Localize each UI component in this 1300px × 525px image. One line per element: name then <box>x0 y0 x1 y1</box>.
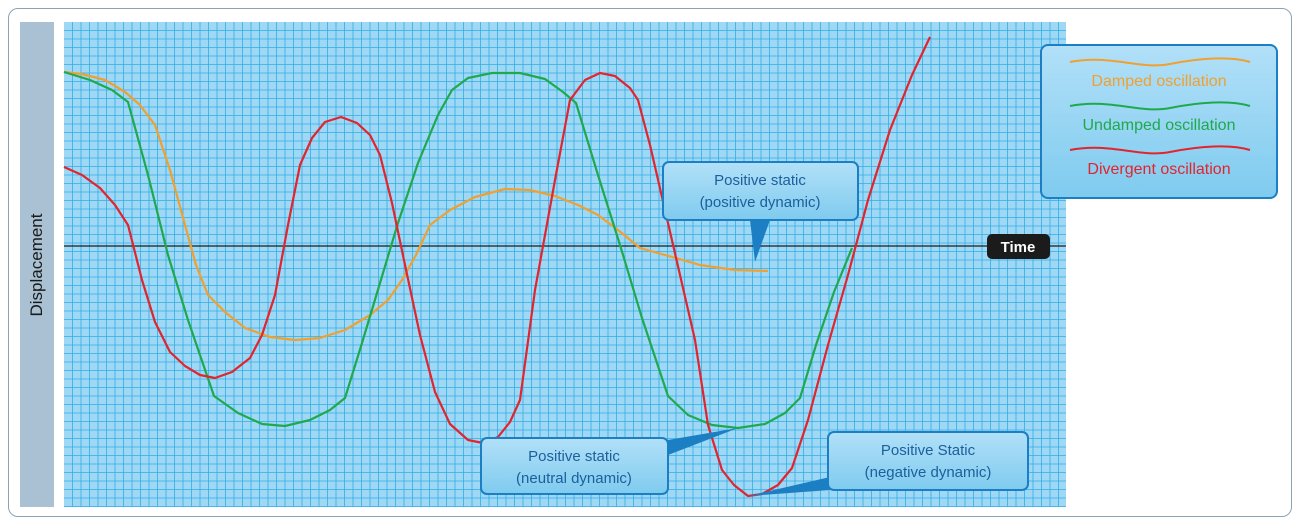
callout-line-2: (neutral dynamic) <box>516 470 632 487</box>
callout-negative-dynamic: Positive Static (negative dynamic) <box>748 431 1029 496</box>
callout-box <box>480 437 669 495</box>
legend-swatch-2 <box>1069 101 1251 111</box>
callout-pointer <box>750 220 770 262</box>
legend-label-2: Undamped oscillation <box>1083 117 1236 134</box>
legend-label-1: Damped oscillation <box>1091 73 1226 90</box>
callout-line-1: Positive static <box>528 448 620 465</box>
callout-box <box>827 431 1029 491</box>
callout-line-1: Positive Static <box>881 442 976 459</box>
callout-neutral-dynamic: Positive static (neutral dynamic) <box>480 428 738 495</box>
x-axis-label: Time <box>1001 239 1036 256</box>
legend-box: Damped oscillation Undamped oscillation Di… <box>1040 44 1278 199</box>
callout-positive-dynamic: Positive static (positive dynamic) <box>662 161 859 262</box>
callout-pointer <box>668 428 738 455</box>
undamped-oscillation-curve <box>63 70 854 430</box>
y-axis-band <box>20 22 54 507</box>
legend-swatch-1 <box>1069 57 1251 67</box>
legend-label-3: Divergent oscillation <box>1087 161 1230 178</box>
callout-box <box>662 161 859 221</box>
callout-line-1: Positive static <box>714 172 806 189</box>
callout-pointer <box>748 477 830 496</box>
callout-line-2: (negative dynamic) <box>865 464 992 481</box>
damped-oscillation-curve <box>63 70 769 342</box>
legend-frame <box>1040 44 1278 199</box>
callout-line-2: (positive dynamic) <box>700 194 821 211</box>
grid-area <box>64 22 1066 507</box>
time-axis-tag: Time <box>987 234 1050 259</box>
time-tag-bg <box>987 234 1050 259</box>
legend-swatch-3 <box>1069 145 1251 155</box>
